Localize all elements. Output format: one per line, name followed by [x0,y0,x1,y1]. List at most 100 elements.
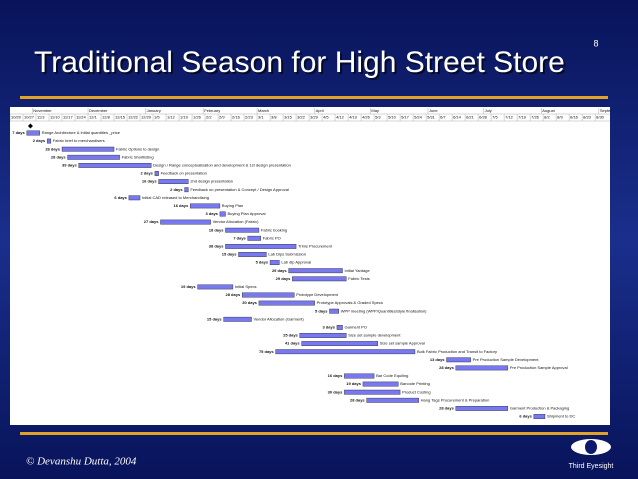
week-label: 11/17 [63,115,73,120]
duration-label: 7 days [233,235,246,240]
duration-label: 41 days [285,341,300,346]
task-bar [238,252,267,257]
task-bar [241,292,295,298]
task-bar [292,276,347,282]
task-name: Garment PO [345,324,367,329]
week-label: 7/5 [492,115,498,120]
task-name: Design / Range conceptualisation and dev… [153,162,291,167]
task-bar [225,227,260,233]
week-label: 6/7 [440,115,446,120]
duration-label: 15 days [207,316,222,321]
week-label: 11/10 [50,115,60,120]
week-label: 2/9 [219,115,225,120]
week-label: 7/26 [531,115,540,120]
month-label: May [371,108,379,113]
week-label: 10/27 [24,115,35,120]
task-bar [366,397,419,403]
task-name: Vendor Allocation (Fabric) [213,219,259,224]
title: Traditional Season for High Street Store [34,46,565,79]
task-bar [258,300,315,306]
duration-label: 28 days [350,397,365,402]
week-label: 6/28 [479,115,488,120]
task-bar [275,349,416,355]
month-label: April [316,108,324,113]
task-name: Pre Production Sample Development [473,357,540,362]
task-name: Trims Procurement [298,243,333,248]
task-name: Fabric booking [261,227,287,232]
week-label: 3/8 [271,115,277,120]
duration-label: 7 days [12,130,25,135]
task-bar [67,154,120,160]
task-name: Size set sample Approval [380,341,425,346]
duration-label: 30 days [242,300,257,305]
month-label: August [542,108,555,113]
week-label: 1/12 [167,115,176,120]
week-label: 2/2 [206,115,212,120]
week-label: 3/22 [297,115,306,120]
duration-label: 3 days [322,324,335,329]
week-label: 4/26 [362,115,371,120]
task-bar [189,203,221,209]
duration-label: 13 days [430,357,445,362]
duration-label: 19 days [346,381,361,386]
page-number: 8 [593,38,598,48]
task-bar [455,365,509,371]
duration-label: 16 days [173,203,188,208]
task-bar [446,357,471,363]
task-name: Barcode Printing [400,381,430,386]
footer-rule [20,432,608,435]
title-rule [20,96,608,99]
week-label: 5/24 [414,115,423,120]
week-label: 12/29 [141,115,152,120]
week-label: 3/15 [284,115,293,120]
week-label: 8/9 [557,115,563,120]
task-name: Fabric brief to merchandisers [53,138,105,143]
duration-label: 5 days [315,308,328,313]
duration-label: 75 days [259,349,274,354]
duration-label: 25 days [283,333,298,338]
task-name: Feedback on presentation [161,171,207,176]
week-label: 4/12 [336,115,345,120]
task-bar [128,195,141,201]
duration-label: 16 days [328,373,343,378]
duration-label: 30 days [328,389,343,394]
task-name: Shipment to DC [547,414,575,419]
week-label: 3/29 [310,115,319,120]
task-name: Buying Plan [222,203,243,208]
week-label: 5/31 [427,115,436,120]
week-label: 3/1 [258,115,264,120]
week-label: 4/19 [349,115,358,120]
duration-label: 28 days [439,405,454,410]
duration-label: 2 days [140,171,153,176]
week-label: 6/21 [466,115,475,120]
month-label: July [485,108,492,113]
task-bar [301,341,379,346]
duration-label: 2 days [33,138,46,143]
task-name: Size set sample development [348,333,401,338]
week-label: 12/22 [128,115,139,120]
week-label: 12/15 [115,115,126,120]
duration-label: 5 days [256,260,269,265]
month-label: February [204,108,220,113]
week-label: 11/3 [37,115,45,120]
task-name: Garment Production & Packaging [510,405,569,410]
week-label: 1/19 [180,115,189,120]
task-name: Prototype Approvals & Graded Specs [317,300,383,305]
task-bar [288,268,343,274]
task-bar [362,381,399,387]
duration-label: 28 days [45,146,60,151]
task-name: Lab Dips Submission [268,252,306,257]
task-bar [184,187,189,193]
task-name: Range Architecture & initial quantities … [42,130,121,135]
month-label: December [89,108,108,113]
duration-label: 16 days [142,179,157,184]
task-bar [78,162,152,168]
task-name: Initial CAD released to Merchandising [142,195,209,200]
week-label: 6/14 [453,115,462,120]
task-bar [158,179,189,184]
duration-label: 6 days [114,195,127,200]
task-bar [154,171,159,176]
task-name: Product Costing [402,389,430,394]
duration-label: 3 days [205,211,218,216]
week-label: 8/16 [570,115,579,120]
